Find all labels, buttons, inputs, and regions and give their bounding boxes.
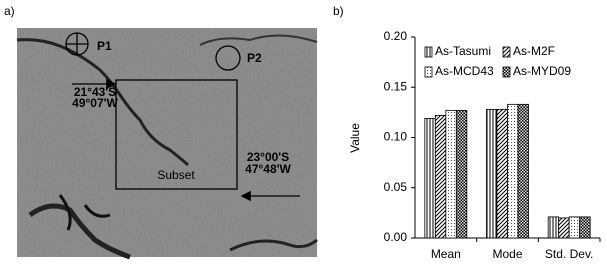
bar [568, 216, 581, 239]
y-tick-label: 0.05 [384, 180, 408, 194]
subset-label: Subset [157, 168, 195, 182]
legend-label: As-MCD43 [435, 64, 494, 78]
y-tick-label: 0.10 [384, 130, 408, 144]
legend-label: As-MYD09 [513, 64, 571, 78]
panel-label: b) [333, 4, 344, 18]
legend-label: As-Tasumi [435, 44, 491, 58]
bar [455, 109, 468, 239]
legend-label: As-M2F [513, 44, 555, 58]
panel-label: a) [4, 4, 15, 18]
coordinate: 47°48'W [245, 162, 291, 176]
coordinate: 49°07'W [72, 96, 118, 110]
coordinate: 21°43'S [74, 85, 116, 99]
legend-swatch [502, 46, 511, 58]
bar [434, 114, 447, 239]
x-tick-label: Std. Dev. [545, 247, 593, 261]
legend-swatch [424, 46, 433, 58]
y-tick-label: 0.00 [384, 230, 408, 244]
bar [496, 108, 508, 239]
satellite-image [16, 28, 318, 260]
x-tick-label: Mode [492, 247, 522, 261]
x-tick-label: Mean [431, 247, 461, 261]
bar [445, 109, 457, 239]
bar [486, 108, 498, 239]
y-tick-label: 0.20 [384, 29, 408, 43]
coordinate: 23°00'S [247, 150, 289, 164]
bar [507, 103, 519, 239]
point-label: P2 [247, 51, 262, 65]
bar [579, 216, 591, 239]
bar [517, 103, 529, 239]
point-label: P1 [97, 39, 112, 53]
legend-swatch [424, 66, 433, 78]
bar [547, 216, 560, 239]
y-tick-label: 0.15 [384, 79, 408, 93]
image-overlay [65, 32, 300, 202]
bar [424, 118, 436, 239]
y-axis-label: Value [348, 123, 362, 153]
bar [558, 217, 570, 239]
legend-swatch [502, 66, 511, 78]
